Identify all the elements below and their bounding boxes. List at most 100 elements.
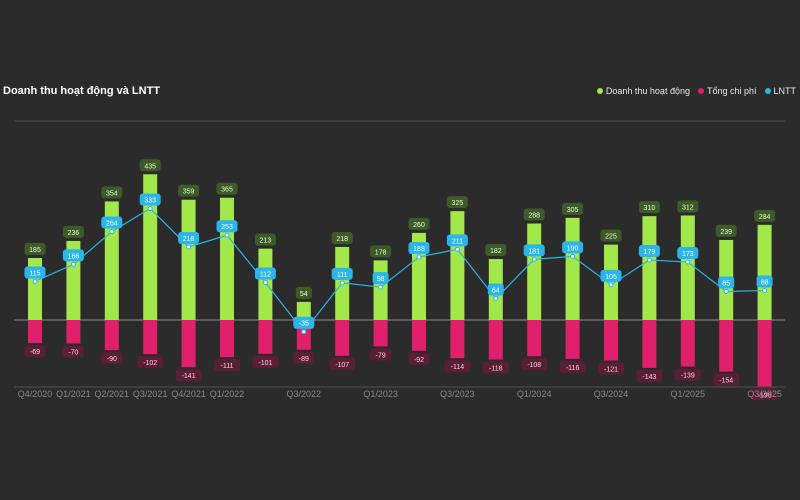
x-tick-label: Q1/2021 (56, 389, 91, 399)
revenue-label-bg (523, 208, 545, 221)
revenue-label: 305 (567, 207, 579, 214)
revenue-bar[interactable] (296, 301, 311, 320)
profit-label-bg (756, 275, 773, 288)
revenue-label-bg (24, 243, 46, 256)
cost-label: -116 (566, 365, 580, 372)
cost-label: -198 (758, 392, 772, 399)
revenue-label-bg (370, 245, 392, 258)
revenue-bar[interactable] (450, 211, 465, 320)
cost-bar[interactable] (450, 320, 465, 359)
revenue-bar[interactable] (104, 201, 119, 320)
cost-bar[interactable] (488, 320, 503, 360)
cost-bar[interactable] (604, 320, 618, 361)
profit-point[interactable] (454, 246, 460, 252)
revenue-label: 365 (221, 187, 233, 194)
profit-point[interactable] (608, 282, 614, 288)
legend-label-profit: LNTT (773, 86, 797, 96)
revenue-label: 185 (29, 247, 41, 254)
cost-bar[interactable] (181, 320, 196, 368)
profit-point[interactable] (493, 296, 499, 302)
profit-line (34, 207, 765, 333)
legend-label-cost: Tổng chi phí (706, 86, 757, 96)
revenue-bar[interactable] (373, 260, 388, 320)
cost-bar[interactable] (220, 320, 234, 358)
profit-point[interactable] (685, 259, 691, 265)
profit-point[interactable] (531, 256, 537, 262)
revenue-bar[interactable] (527, 223, 542, 320)
revenue-bar[interactable] (565, 217, 580, 320)
profit-point[interactable] (416, 254, 422, 260)
profit-point[interactable] (32, 278, 38, 284)
cost-label: -69 (30, 349, 40, 356)
cost-label: -108 (527, 362, 541, 369)
x-tick-label: Q1/2024 (517, 389, 552, 399)
cost-bar[interactable] (104, 320, 119, 351)
cost-bar[interactable] (28, 320, 42, 344)
revenue-bar[interactable] (642, 216, 657, 320)
cost-bar[interactable] (757, 320, 772, 387)
cost-bar[interactable] (412, 320, 426, 351)
profit-point[interactable] (378, 284, 384, 290)
x-tick-label: Q3/2021 (133, 389, 168, 399)
x-tick-label: Q3/2023 (440, 389, 475, 399)
revenue-label: 178 (375, 249, 387, 256)
profit-label-bg (718, 276, 735, 289)
x-tick-label: Q1/2022 (210, 389, 245, 399)
revenue-bar[interactable] (181, 199, 196, 320)
profit-point[interactable] (262, 279, 268, 285)
cost-label-bg (444, 360, 471, 373)
cost-label: -143 (642, 374, 656, 381)
profit-label: 112 (260, 271, 271, 278)
cost-label: -111 (221, 363, 234, 370)
legend-item-revenue[interactable]: Doanh thu hoạt động (596, 86, 690, 96)
revenue-bar[interactable] (604, 244, 618, 320)
profit-point[interactable] (109, 229, 115, 235)
cost-bar[interactable] (258, 320, 273, 354)
cost-label-bg (370, 348, 392, 361)
cost-bar[interactable] (680, 320, 695, 367)
cost-bar[interactable] (335, 320, 350, 356)
profit-label-bg (408, 242, 430, 255)
x-tick-label: Q3/2022 (287, 389, 322, 399)
profit-point[interactable] (646, 257, 652, 263)
cost-label-bg (24, 345, 46, 358)
cost-label-bg (598, 362, 624, 375)
legend-swatch-revenue (596, 88, 603, 94)
cost-label-bg (252, 355, 279, 368)
profit-label-bg (446, 234, 468, 247)
profit-point[interactable] (224, 232, 230, 238)
cost-bar[interactable] (527, 320, 542, 357)
profit-label: 115 (29, 270, 40, 277)
profit-label: -35 (299, 321, 309, 328)
cost-label-bg (559, 360, 586, 373)
revenue-label: 236 (68, 230, 80, 237)
revenue-label-bg (254, 233, 276, 246)
cost-bar[interactable] (565, 320, 580, 359)
cost-bar[interactable] (373, 320, 388, 347)
profit-point[interactable] (339, 280, 345, 286)
revenue-label: 359 (183, 189, 195, 196)
legend-item-cost[interactable]: Tổng chi phí (697, 86, 757, 96)
profit-point[interactable] (301, 329, 307, 335)
revenue-bar[interactable] (412, 232, 426, 320)
cost-bar[interactable] (143, 320, 158, 355)
profit-point[interactable] (723, 289, 729, 295)
legend-item-profit[interactable]: LNTT (764, 86, 797, 96)
revenue-bar[interactable] (220, 197, 234, 320)
profit-label-bg (677, 247, 699, 260)
cost-label-bg (674, 368, 701, 381)
profit-point[interactable] (570, 253, 576, 259)
profit-point[interactable] (70, 261, 76, 267)
profit-label-bg (62, 249, 84, 262)
profit-point[interactable] (186, 244, 192, 250)
cost-bar[interactable] (719, 320, 734, 372)
cost-bar[interactable] (66, 320, 81, 344)
profit-point[interactable] (147, 205, 153, 211)
revenue-label-bg (101, 186, 123, 199)
revenue-label: 312 (682, 204, 694, 211)
profit-point[interactable] (762, 288, 768, 294)
revenue-bar[interactable] (757, 224, 772, 320)
revenue-bar[interactable] (680, 215, 695, 320)
revenue-label: 260 (413, 222, 425, 229)
cost-bar[interactable] (642, 320, 657, 368)
